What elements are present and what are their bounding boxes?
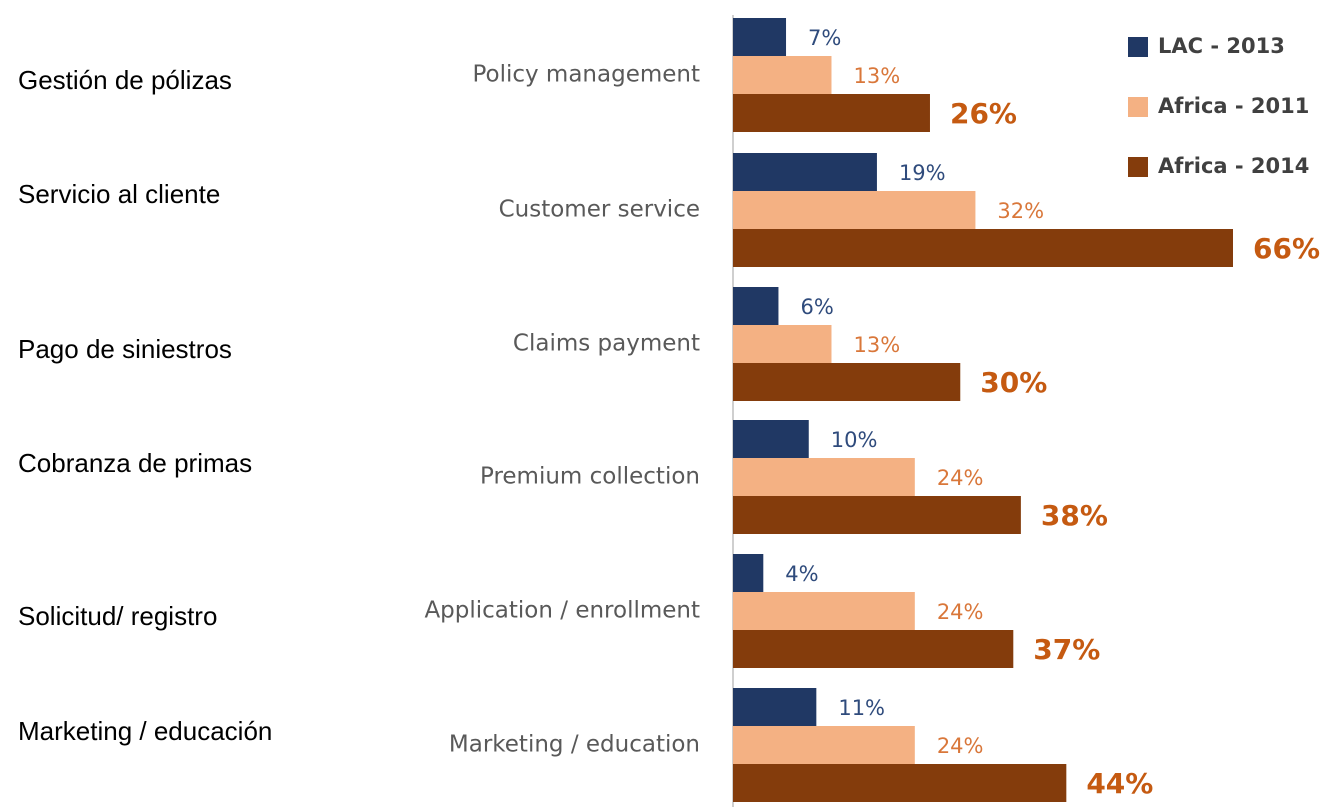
bar (733, 56, 832, 94)
translation-label: Marketing / educación (18, 716, 272, 746)
bar (733, 458, 915, 496)
translation-label: Servicio al cliente (18, 179, 220, 209)
value-label: 4% (785, 562, 818, 586)
value-label: 19% (899, 161, 946, 185)
legend-swatch (1128, 37, 1148, 57)
value-label: 24% (937, 600, 984, 624)
bar (733, 496, 1021, 534)
bar (733, 363, 961, 401)
category-label: Customer service (499, 197, 700, 223)
bar (733, 18, 787, 56)
category-label: Premium collection (480, 464, 700, 490)
bar (733, 630, 1014, 668)
value-label: 13% (853, 64, 900, 88)
bar (733, 229, 1233, 267)
value-label: 30% (980, 366, 1047, 399)
value-label: 32% (997, 199, 1044, 223)
value-label: 11% (838, 696, 885, 720)
bar (733, 554, 764, 592)
translation-label: Gestión de pólizas (18, 65, 232, 95)
legend-swatch (1128, 157, 1148, 177)
translation-label: Cobranza de primas (18, 448, 252, 478)
value-label: 24% (937, 466, 984, 490)
value-label: 66% (1253, 232, 1320, 265)
value-label: 7% (808, 26, 841, 50)
bar (733, 420, 809, 458)
category-label: Policy management (472, 62, 700, 88)
translation-label: Solicitud/ registro (18, 601, 217, 631)
value-label: 13% (853, 333, 900, 357)
bar (733, 688, 817, 726)
bar (733, 764, 1067, 802)
value-label: 38% (1041, 499, 1108, 532)
category-label: Application / enrollment (424, 598, 700, 624)
legend-swatch (1128, 97, 1148, 117)
translation-label: Pago de siniestros (18, 334, 232, 364)
bar (733, 94, 930, 132)
legend-label: Africa - 2011 (1158, 94, 1309, 118)
value-label: 26% (950, 97, 1017, 130)
value-label: 6% (800, 295, 833, 319)
bar (733, 726, 915, 764)
bar (733, 287, 779, 325)
category-label: Marketing / education (449, 732, 700, 758)
category-label: Claims payment (513, 331, 700, 357)
legend-label: Africa - 2014 (1158, 154, 1309, 178)
value-label: 10% (831, 428, 878, 452)
bar (733, 191, 976, 229)
bar (733, 325, 832, 363)
legend-label: LAC - 2013 (1158, 34, 1285, 58)
bar (733, 153, 877, 191)
bar (733, 592, 915, 630)
value-label: 37% (1033, 633, 1100, 666)
value-label: 24% (937, 734, 984, 758)
value-label: 44% (1086, 767, 1153, 800)
